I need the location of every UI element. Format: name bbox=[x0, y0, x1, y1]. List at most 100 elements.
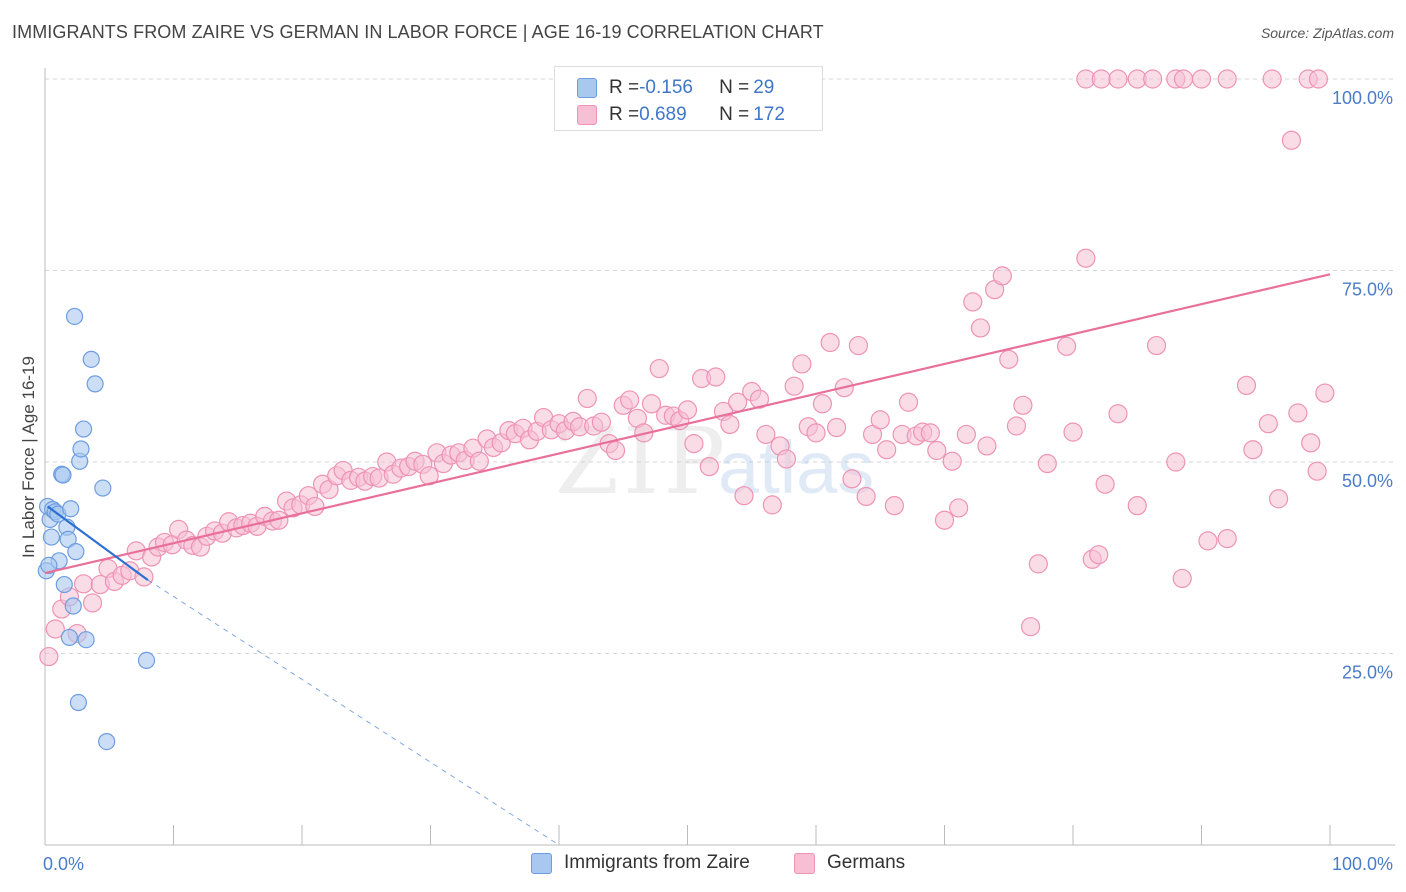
german-point bbox=[1166, 452, 1186, 472]
german-point bbox=[992, 266, 1012, 286]
zaire-points bbox=[37, 307, 156, 751]
german-point bbox=[641, 394, 662, 414]
tick-labels: 25.0% 50.0% 75.0% 100.0% 0.0% 100.0% bbox=[43, 88, 1393, 874]
r-label: R = bbox=[609, 104, 640, 125]
y-tick-label: 25.0% bbox=[1342, 663, 1393, 683]
german-point bbox=[1288, 403, 1308, 423]
zaire-point bbox=[86, 375, 104, 393]
german-point bbox=[1143, 69, 1163, 89]
german-point bbox=[898, 392, 919, 412]
german-point bbox=[949, 498, 969, 518]
german-point bbox=[999, 349, 1019, 369]
zaire-point bbox=[72, 440, 90, 458]
german-point bbox=[776, 449, 797, 469]
german-point bbox=[1301, 433, 1321, 453]
y-tick-label: 75.0% bbox=[1342, 280, 1393, 300]
zaire-trend-line bbox=[46, 505, 149, 581]
n-value: 172 bbox=[753, 104, 785, 125]
german-point bbox=[826, 417, 847, 438]
german-point bbox=[1172, 568, 1192, 589]
german-point bbox=[812, 394, 833, 414]
x-tick-label: 0.0% bbox=[43, 854, 84, 874]
german-point bbox=[792, 354, 812, 374]
german-point bbox=[577, 388, 597, 409]
zaire-point bbox=[55, 575, 73, 594]
german-point bbox=[956, 424, 976, 445]
stats-legend: R = -0.156 N = 29 R = 0.689 N = 172 bbox=[554, 66, 823, 131]
german-point bbox=[749, 389, 770, 409]
german-point bbox=[1236, 375, 1257, 395]
german-point bbox=[706, 367, 726, 387]
zaire-point bbox=[60, 628, 79, 647]
legend-label: Germans bbox=[827, 852, 906, 873]
german-point bbox=[1307, 461, 1327, 481]
zaire-point bbox=[40, 556, 58, 575]
zaire-point bbox=[69, 693, 88, 712]
n-label: N = bbox=[719, 104, 750, 125]
series-legend: Immigrants from Zaire Germans bbox=[0, 852, 1406, 878]
legend-item-zaire[interactable]: Immigrants from Zaire bbox=[531, 852, 750, 874]
german-trend-line bbox=[44, 273, 1331, 575]
german-point bbox=[734, 486, 754, 506]
germans-swatch bbox=[577, 105, 597, 125]
german-point bbox=[1063, 422, 1083, 442]
zaire-point bbox=[42, 528, 61, 546]
german-point bbox=[1020, 617, 1041, 637]
german-points bbox=[39, 69, 1335, 667]
german-point bbox=[45, 619, 65, 639]
german-point bbox=[82, 593, 103, 613]
zaire-point bbox=[54, 466, 72, 484]
zaire-point bbox=[64, 597, 82, 615]
german-point bbox=[591, 412, 612, 432]
y-axis-label: In Labor Force | Age 16-19 bbox=[19, 356, 38, 558]
zaire-point bbox=[65, 307, 84, 326]
german-point bbox=[1037, 453, 1057, 474]
german-point bbox=[649, 358, 669, 379]
german-point bbox=[1146, 335, 1167, 356]
german-point bbox=[942, 451, 962, 471]
chart-source: Source: ZipAtlas.com bbox=[1260, 25, 1394, 41]
german-point bbox=[39, 646, 59, 667]
german-point bbox=[1191, 69, 1212, 89]
german-point bbox=[1217, 69, 1237, 89]
german-point bbox=[762, 495, 782, 515]
german-point bbox=[677, 400, 698, 420]
trend-lines bbox=[44, 273, 1331, 846]
german-point bbox=[756, 424, 776, 445]
stats-row-zaire: R = -0.156 N = 29 bbox=[577, 73, 774, 103]
chart-title: IMMIGRANTS FROM ZAIRE VS GERMAN IN LABOR… bbox=[12, 22, 824, 42]
german-point bbox=[73, 574, 94, 594]
german-point bbox=[884, 496, 904, 516]
german-point bbox=[920, 423, 940, 443]
german-point bbox=[1281, 130, 1302, 150]
y-tick-label: 100.0% bbox=[1332, 88, 1393, 108]
germans-swatch bbox=[794, 852, 815, 874]
german-point bbox=[784, 376, 804, 396]
german-point bbox=[1091, 69, 1111, 89]
german-point bbox=[877, 440, 897, 460]
german-point bbox=[1308, 69, 1329, 89]
german-point bbox=[934, 510, 955, 530]
n-label: N = bbox=[719, 77, 750, 98]
german-point bbox=[605, 440, 626, 461]
german-point bbox=[1262, 69, 1282, 89]
german-point bbox=[1243, 440, 1263, 460]
german-point bbox=[1217, 528, 1237, 549]
x-tick-label: 100.0% bbox=[1332, 854, 1393, 874]
german-point bbox=[699, 456, 719, 477]
german-point bbox=[1268, 489, 1289, 509]
german-point bbox=[820, 332, 840, 353]
german-point bbox=[1095, 474, 1115, 494]
zaire-swatch bbox=[577, 78, 597, 98]
zaire-point bbox=[59, 530, 77, 548]
german-point bbox=[970, 318, 991, 338]
german-point bbox=[1006, 416, 1027, 436]
german-point bbox=[1258, 414, 1278, 434]
german-point bbox=[1108, 404, 1128, 424]
legend-label: Immigrants from Zaire bbox=[564, 852, 750, 873]
zaire-point bbox=[67, 543, 85, 561]
zaire-point bbox=[74, 420, 93, 438]
german-point bbox=[848, 335, 869, 356]
german-point bbox=[1076, 248, 1096, 268]
legend-item-germans[interactable]: Germans bbox=[794, 852, 905, 874]
